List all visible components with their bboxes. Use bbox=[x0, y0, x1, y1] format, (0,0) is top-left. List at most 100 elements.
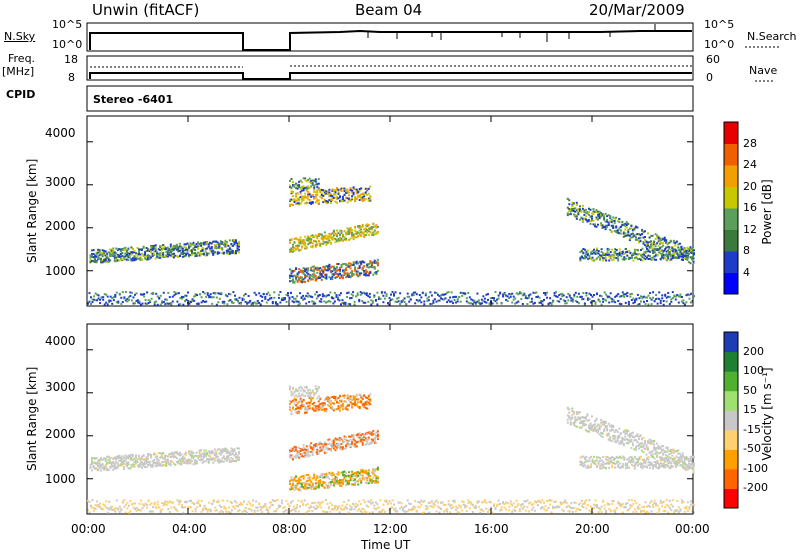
power-mark bbox=[115, 260, 118, 263]
power-mark bbox=[343, 190, 346, 193]
power-mark bbox=[190, 300, 192, 303]
power-mark bbox=[144, 251, 147, 254]
velocity-mark bbox=[355, 441, 358, 444]
power-mark bbox=[175, 255, 178, 258]
power-mark bbox=[610, 231, 613, 234]
velocity-mark bbox=[296, 480, 299, 483]
power-mark bbox=[631, 228, 634, 231]
power-mark bbox=[682, 252, 685, 254]
power-mark bbox=[610, 224, 613, 227]
power-mark bbox=[349, 187, 352, 190]
velocity-mark bbox=[115, 456, 118, 459]
power-mark bbox=[624, 235, 627, 237]
velocity-mark bbox=[296, 412, 299, 415]
power-mark bbox=[589, 208, 592, 211]
power-mark bbox=[171, 255, 174, 258]
power-mark bbox=[317, 268, 320, 271]
power-mark bbox=[606, 254, 609, 256]
velocity-mark bbox=[613, 431, 616, 434]
power-mark bbox=[345, 267, 348, 270]
velocity-mark bbox=[376, 481, 379, 484]
power-mark bbox=[313, 188, 316, 191]
power-mark bbox=[316, 237, 319, 240]
velocity-mark bbox=[355, 398, 358, 401]
velocity-mark bbox=[144, 465, 147, 468]
power-mark bbox=[616, 220, 619, 223]
power-mark bbox=[345, 276, 348, 279]
power-mark bbox=[572, 213, 575, 216]
power-mark bbox=[642, 236, 645, 239]
velocity-mark bbox=[618, 442, 621, 445]
power-mark bbox=[209, 242, 212, 244]
power-mark bbox=[311, 179, 314, 182]
power-mark bbox=[653, 299, 656, 302]
power-mark bbox=[201, 249, 204, 251]
velocity-mark bbox=[203, 454, 206, 457]
power-mark bbox=[633, 299, 636, 302]
velocity-mark bbox=[610, 429, 613, 432]
power-mark bbox=[154, 244, 157, 247]
power-mark bbox=[638, 240, 640, 243]
power-mark bbox=[621, 258, 624, 261]
velocity-mark bbox=[340, 438, 343, 441]
velocity-mark bbox=[609, 439, 612, 442]
power-mark bbox=[302, 242, 305, 245]
power-mark bbox=[189, 242, 192, 245]
power-mark bbox=[316, 242, 319, 245]
power-mark bbox=[527, 296, 530, 299]
velocity-mark bbox=[322, 480, 325, 483]
power-mark bbox=[373, 294, 376, 297]
velocity-mark bbox=[354, 445, 357, 448]
power-mark bbox=[112, 254, 115, 256]
velocity-mark bbox=[175, 457, 178, 460]
power-mark bbox=[609, 228, 612, 231]
velocity-mark bbox=[310, 446, 313, 449]
power-mark bbox=[313, 179, 316, 182]
velocity-mark bbox=[215, 453, 218, 456]
velocity-mark bbox=[128, 454, 131, 457]
velocity-mark bbox=[130, 463, 133, 466]
velocity-mark bbox=[638, 437, 640, 440]
power-mark bbox=[307, 187, 310, 190]
power-mark bbox=[624, 293, 627, 296]
power-mark bbox=[683, 254, 686, 257]
velocity-mark bbox=[566, 406, 569, 409]
power-mark bbox=[687, 261, 690, 264]
power-mark bbox=[317, 233, 320, 236]
power-mark bbox=[645, 243, 648, 246]
power-mark bbox=[644, 236, 646, 238]
velocity-mark bbox=[340, 406, 343, 409]
power-mark bbox=[172, 252, 175, 255]
power-mark bbox=[544, 292, 547, 294]
power-mark bbox=[340, 276, 343, 278]
power-mark bbox=[691, 257, 694, 259]
power-mark bbox=[634, 238, 637, 241]
power-mark bbox=[459, 300, 462, 303]
velocity-mark bbox=[352, 403, 355, 405]
power-mark bbox=[121, 249, 124, 252]
velocity-mark bbox=[319, 407, 322, 410]
velocity-mark bbox=[654, 453, 657, 455]
power-mark bbox=[106, 295, 109, 298]
power-mark bbox=[485, 301, 488, 304]
power-mark bbox=[618, 218, 621, 221]
power-mark bbox=[322, 271, 325, 274]
power-mark bbox=[368, 292, 371, 295]
power-mark bbox=[345, 263, 348, 266]
velocity-mark bbox=[650, 450, 653, 453]
power-mark bbox=[299, 270, 302, 273]
power-mark bbox=[357, 231, 360, 234]
power-mark bbox=[159, 303, 162, 306]
power-mark bbox=[328, 268, 331, 271]
power-mark bbox=[346, 188, 349, 191]
power-mark bbox=[320, 192, 323, 195]
power-mark bbox=[360, 196, 363, 199]
power-mark bbox=[588, 219, 590, 222]
velocity-mark bbox=[302, 487, 305, 490]
velocity-mark bbox=[337, 481, 340, 484]
power-mark bbox=[572, 202, 575, 205]
velocity-mark bbox=[361, 433, 364, 436]
power-mark bbox=[100, 296, 103, 299]
power-mark bbox=[686, 254, 689, 257]
nsearch-tick-bottom: 10^0 bbox=[704, 38, 735, 51]
